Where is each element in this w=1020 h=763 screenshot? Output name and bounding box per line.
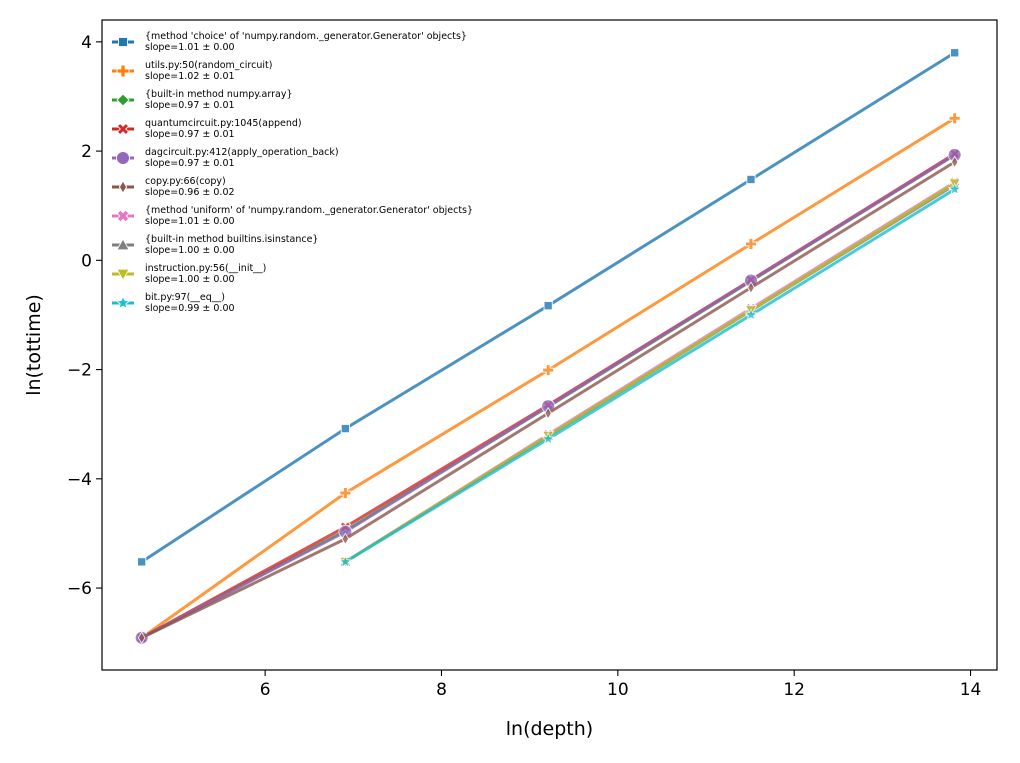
data-point (745, 238, 757, 250)
legend-marker (118, 180, 128, 194)
x-tick-label: 6 (260, 680, 271, 700)
legend-item: dagcircuit.py:412(apply_operation_back)s… (112, 147, 339, 169)
legend-label: {built-in method builtins.isinstance} (145, 234, 318, 245)
legend-marker-shape (116, 122, 130, 136)
legend-marker (116, 238, 130, 251)
legend-item: instruction.py:56(__init__)slope=1.00 ± … (112, 263, 266, 285)
legend-slope: slope=0.97 ± 0.01 (145, 100, 235, 111)
legend-slope: slope=0.96 ± 0.02 (145, 187, 235, 198)
legend-item: {built-in method numpy.array}slope=0.97 … (112, 89, 292, 111)
data-point (137, 557, 147, 567)
data-point (338, 554, 353, 568)
data-point (339, 487, 352, 499)
legend-label: utils.py:50(random_circuit) (145, 60, 272, 71)
legend-marker-shape (116, 209, 130, 223)
data-point (948, 112, 961, 125)
x-tick-label: 12 (783, 680, 805, 700)
legend-item: {method 'choice' of 'numpy.random._gener… (112, 31, 467, 53)
legend-label: dagcircuit.py:412(apply_operation_back) (145, 147, 339, 158)
legend-slope: slope=1.00 ± 0.00 (145, 245, 235, 256)
y-axis-label: ln(tottime) (23, 294, 45, 396)
legend-slope: slope=0.97 ± 0.01 (145, 129, 235, 140)
x-axis-label: ln(depth) (506, 718, 593, 740)
y-tick-label: −6 (67, 579, 92, 599)
legend-marker (116, 209, 130, 223)
data-point (950, 48, 960, 58)
data-point (544, 406, 553, 420)
data-point (542, 364, 555, 377)
series-layer (134, 48, 962, 645)
x-axis: 6 8 10 12 14 (260, 670, 982, 700)
data-point (947, 182, 962, 196)
series-6 (137, 155, 959, 645)
legend-slope: slope=0.99 ± 0.00 (145, 303, 235, 314)
legend-slope: slope=1.00 ± 0.00 (145, 274, 235, 285)
legend-label: instruction.py:56(__init__) (145, 263, 266, 274)
data-point (950, 155, 959, 169)
plot-frame (101, 19, 998, 671)
legend-marker (116, 93, 130, 107)
data-point (340, 423, 350, 434)
legend-label: {built-in method numpy.array} (145, 89, 292, 100)
legend-item: quantumcircuit.py:1045(append)slope=0.97… (112, 118, 302, 140)
x-tick-label: 10 (607, 680, 629, 700)
legend-label: copy.py:66(copy) (145, 176, 226, 187)
legend-marker (116, 268, 130, 281)
series-1 (137, 48, 960, 567)
y-tick-label: 4 (81, 33, 92, 53)
legend-label: bit.py:97(__eq__) (145, 292, 225, 303)
x-tick-label: 8 (436, 680, 447, 700)
data-point (341, 532, 350, 546)
legend-item: utils.py:50(random_circuit)slope=1.02 ± … (112, 60, 272, 82)
legend-item: copy.py:66(copy)slope=0.96 ± 0.02 (112, 176, 235, 198)
x-tick-label: 14 (960, 680, 982, 700)
series-line (344, 188, 956, 564)
y-tick-label: 0 (81, 251, 92, 271)
data-point (746, 174, 756, 185)
data-point (137, 631, 146, 645)
legend: {method 'choice' of 'numpy.random._gener… (112, 31, 473, 314)
y-tick-label: 2 (81, 142, 92, 162)
legend-marker (116, 151, 130, 165)
y-tick-label: −2 (67, 361, 92, 381)
legend-item: bit.py:97(__eq__)slope=0.99 ± 0.00 (112, 292, 235, 314)
legend-marker (118, 37, 128, 47)
data-point (543, 301, 553, 311)
legend-marker (116, 122, 130, 136)
y-tick-label: −4 (67, 470, 92, 490)
legend-label: {method 'choice' of 'numpy.random._gener… (145, 31, 467, 42)
y-axis: −6 −4 −2 0 2 4 (67, 33, 102, 599)
legend-slope: slope=1.01 ± 0.00 (145, 42, 235, 53)
legend-slope: slope=0.97 ± 0.01 (145, 158, 235, 169)
data-point (541, 431, 556, 445)
legend-slope: slope=1.02 ± 0.01 (145, 71, 235, 82)
series-10 (338, 182, 962, 568)
data-point (744, 307, 758, 321)
legend-item: {built-in method builtins.isinstance}slo… (112, 234, 318, 256)
legend-item: {method 'uniform' of 'numpy.random._gene… (112, 205, 473, 227)
legend-slope: slope=1.01 ± 0.00 (145, 216, 235, 227)
legend-label: {method 'uniform' of 'numpy.random._gene… (145, 205, 473, 216)
legend-marker (115, 295, 131, 310)
legend-label: quantumcircuit.py:1045(append) (145, 118, 302, 129)
legend-marker (116, 64, 130, 78)
data-point (747, 281, 755, 295)
